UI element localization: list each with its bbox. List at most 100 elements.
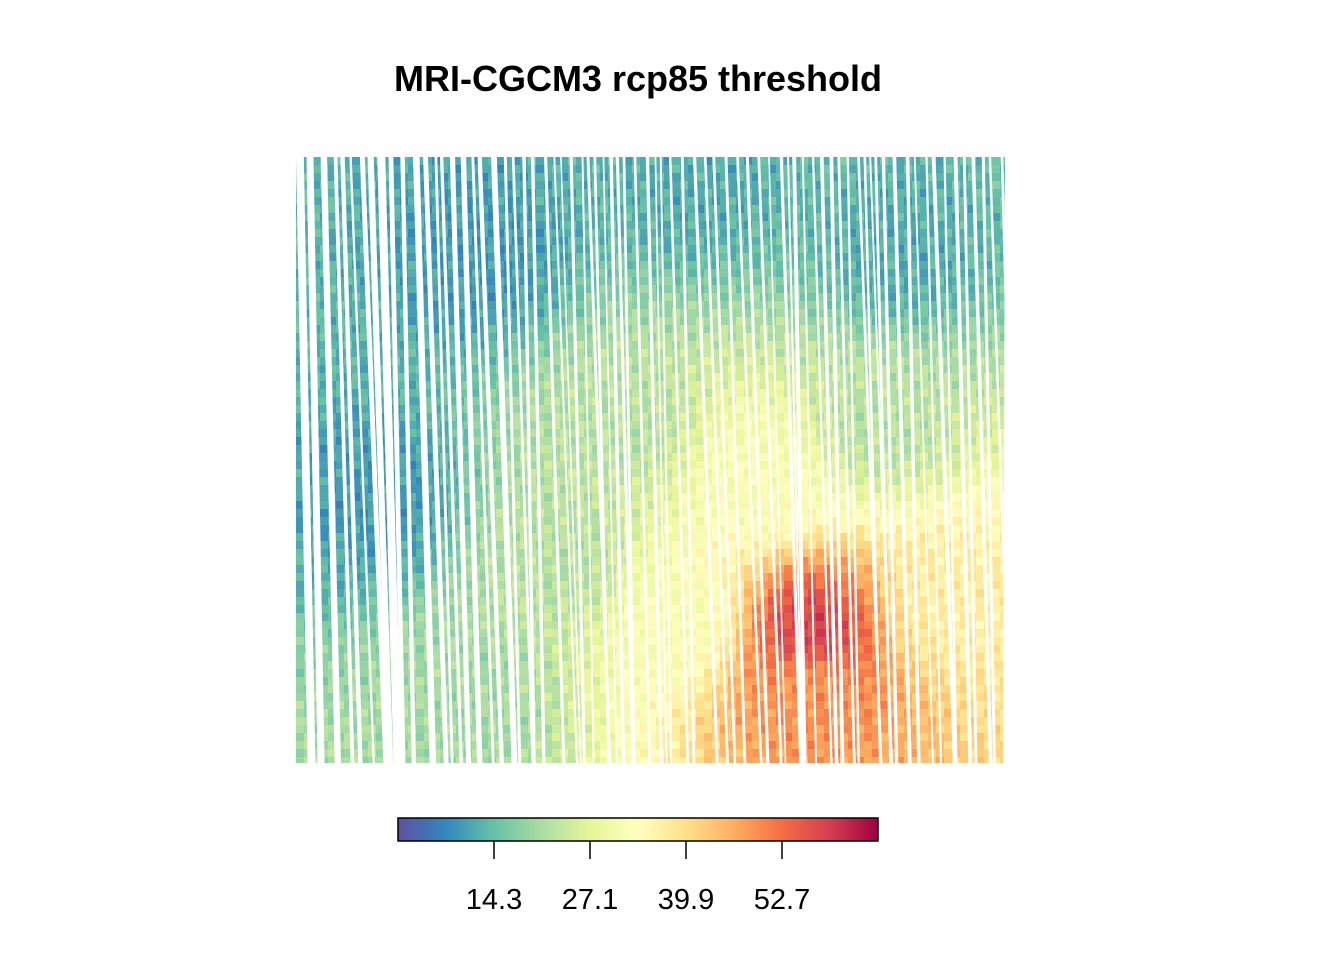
- heatmap-cell: [888, 429, 897, 438]
- heatmap-cell: [800, 397, 809, 406]
- heatmap-cell: [416, 477, 425, 486]
- heatmap-cell: [728, 221, 737, 230]
- heatmap-cell: [600, 469, 609, 478]
- heatmap-cell: [456, 205, 465, 214]
- heatmap-cell: [944, 421, 953, 430]
- heatmap-cell: [520, 421, 529, 430]
- heatmap-cell: [968, 477, 977, 486]
- heatmap-cell: [632, 565, 641, 574]
- heatmap-cell: [720, 165, 729, 174]
- heatmap-cell: [480, 573, 489, 582]
- heatmap-cell: [408, 365, 417, 374]
- heatmap-cell: [912, 349, 921, 358]
- heatmap-cell: [720, 389, 729, 398]
- heatmap-cell: [920, 389, 929, 398]
- heatmap-cell: [720, 213, 729, 222]
- heatmap-cell: [536, 325, 545, 334]
- heatmap-cell: [848, 517, 857, 526]
- heatmap-cell: [600, 277, 609, 286]
- heatmap-cell: [800, 541, 809, 550]
- heatmap-cell: [640, 253, 649, 262]
- heatmap-cell: [728, 501, 737, 510]
- heatmap-cell: [560, 565, 569, 574]
- heatmap-cell: [976, 197, 985, 206]
- heatmap-cell: [888, 357, 897, 366]
- heatmap-cell: [736, 341, 745, 350]
- heatmap-cell: [512, 421, 521, 430]
- heatmap-cell: [528, 261, 537, 270]
- heatmap-cell: [568, 381, 577, 390]
- heatmap-cell: [392, 181, 401, 190]
- heatmap-cell: [432, 581, 441, 590]
- heatmap-cell: [688, 493, 697, 502]
- heatmap-cell: [760, 525, 769, 534]
- heatmap-cell: [872, 349, 881, 358]
- heatmap-cell: [832, 589, 841, 598]
- heatmap-cell: [456, 541, 465, 550]
- heatmap-cell: [584, 549, 593, 558]
- heatmap-cell: [896, 309, 905, 318]
- heatmap-cell: [896, 533, 905, 542]
- heatmap-cell: [432, 309, 441, 318]
- heatmap-cell: [808, 253, 817, 262]
- heatmap-cell: [728, 253, 737, 262]
- heatmap-cell: [360, 405, 369, 414]
- heatmap-cell: [688, 429, 697, 438]
- heatmap-cell: [448, 357, 457, 366]
- heatmap-cell: [840, 501, 849, 510]
- heatmap-cell: [600, 413, 609, 422]
- heatmap-cell: [736, 181, 745, 190]
- heatmap-cell: [960, 365, 969, 374]
- heatmap-cell: [712, 509, 721, 518]
- heatmap-cell: [744, 229, 753, 238]
- heatmap-cell: [320, 381, 329, 390]
- heatmap-cell: [888, 325, 897, 334]
- heatmap-cell: [632, 541, 641, 550]
- heatmap-cell: [400, 477, 409, 486]
- heatmap-cell: [648, 237, 657, 246]
- heatmap-cell: [824, 213, 833, 222]
- heatmap-cell: [888, 397, 897, 406]
- heatmap-cell: [696, 381, 705, 390]
- heatmap-cell: [424, 413, 433, 422]
- heatmap-cell: [544, 509, 553, 518]
- heatmap-cell: [520, 269, 529, 278]
- heatmap-cell: [552, 245, 561, 254]
- heatmap-cell: [360, 565, 369, 574]
- heatmap-cell: [992, 493, 1001, 502]
- heatmap-cell: [672, 405, 681, 414]
- heatmap-cell: [656, 245, 665, 254]
- heatmap-cell: [512, 165, 521, 174]
- heatmap-cell: [496, 429, 505, 438]
- heatmap-cell: [640, 261, 649, 270]
- heatmap-cell: [752, 517, 761, 526]
- heatmap-cell: [480, 589, 489, 598]
- heatmap-cell: [392, 253, 401, 262]
- heatmap-cell: [872, 445, 881, 454]
- heatmap-cell: [488, 245, 497, 254]
- heatmap-cell: [896, 517, 905, 526]
- heatmap-cell: [360, 309, 369, 318]
- heatmap-cell: [880, 333, 889, 342]
- heatmap-cell: [648, 261, 657, 270]
- heatmap-cell: [464, 229, 473, 238]
- heatmap-cell: [920, 413, 929, 422]
- heatmap-cell: [968, 389, 977, 398]
- heatmap-cell: [456, 181, 465, 190]
- heatmap-cell: [504, 357, 513, 366]
- heatmap-cell: [480, 165, 489, 174]
- heatmap-cell: [896, 269, 905, 278]
- heatmap-cell: [584, 317, 593, 326]
- heatmap-cell: [928, 253, 937, 262]
- heatmap-cell: [688, 421, 697, 430]
- heatmap-cell: [952, 429, 961, 438]
- heatmap-cell: [344, 493, 353, 502]
- heatmap-cell: [920, 173, 929, 182]
- heatmap-cell: [312, 197, 321, 206]
- heatmap-cell: [432, 301, 441, 310]
- heatmap-cell: [304, 333, 313, 342]
- heatmap-cell: [704, 581, 713, 590]
- heatmap-cell: [968, 437, 977, 446]
- heatmap-cell: [752, 485, 761, 494]
- heatmap-cell: [512, 453, 521, 462]
